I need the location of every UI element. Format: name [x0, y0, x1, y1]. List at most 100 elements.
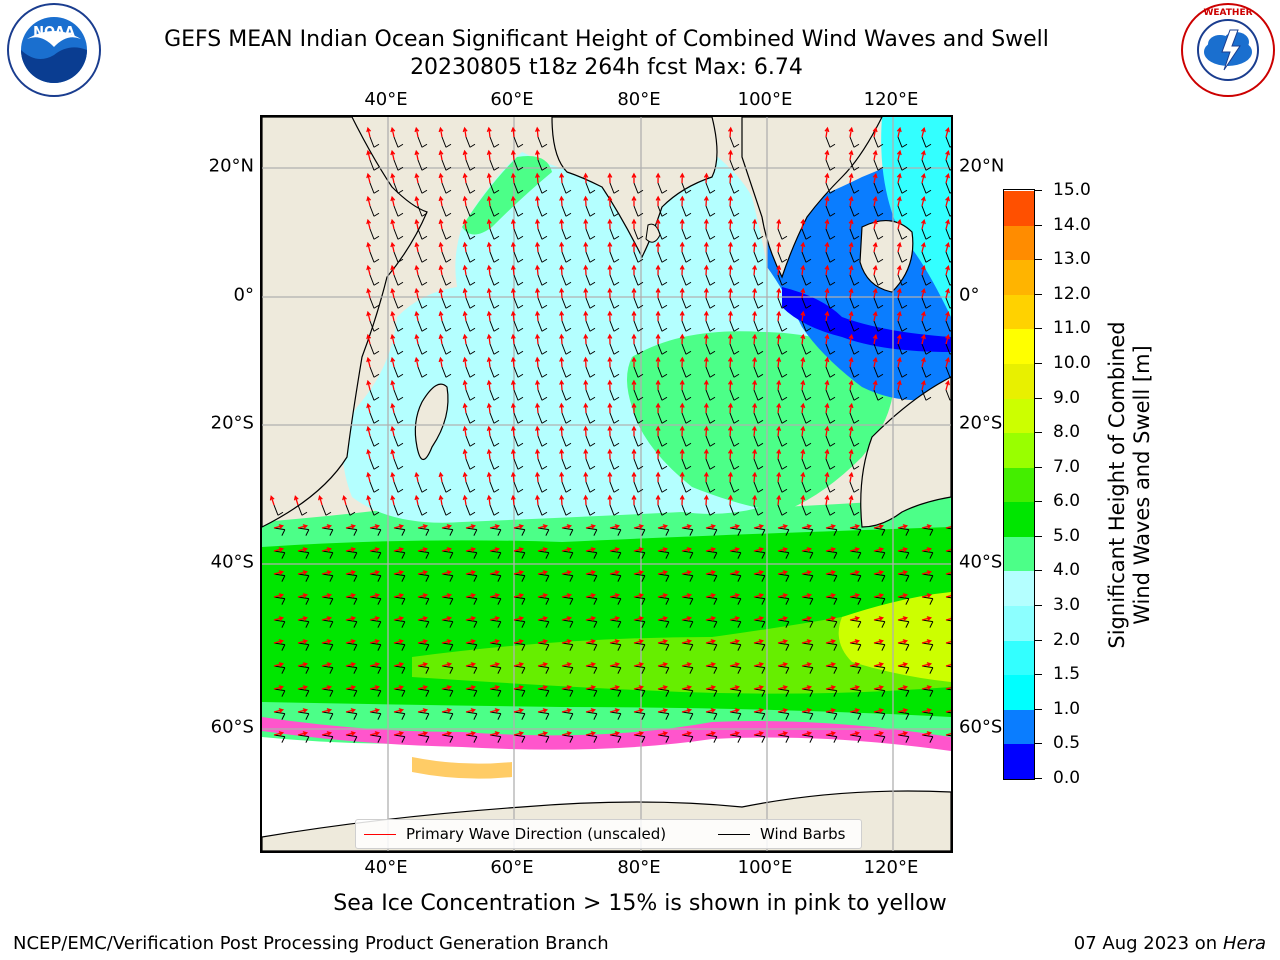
- wave-direction-arrow: [873, 524, 885, 529]
- wind-barb: [945, 297, 951, 309]
- wave-direction-arrow: [559, 264, 565, 276]
- wind-barb: [945, 251, 951, 263]
- wave-direction-arrow: [535, 471, 540, 483]
- wave-direction-arrow: [513, 547, 525, 552]
- colorbar-segment: [1004, 190, 1034, 226]
- wave-direction-arrow: [679, 310, 685, 322]
- wind-barb: [393, 619, 406, 628]
- wave-direction-arrow: [824, 195, 830, 207]
- colorbar-tick-label: 3.0: [1053, 595, 1081, 616]
- wind-barb: [465, 481, 476, 493]
- wind-barb: [633, 596, 646, 605]
- wave-direction-arrow: [441, 685, 453, 690]
- wave-height-map[interactable]: Primary Wave Direction (unscaled) Wind B…: [260, 115, 953, 853]
- nws-logo-graphic: WEATHER: [1181, 3, 1275, 97]
- wave-direction-arrow: [633, 570, 645, 575]
- wave-direction-arrow: [609, 616, 621, 621]
- wave-direction-arrow: [417, 593, 429, 598]
- wave-direction-arrow: [559, 379, 565, 391]
- wind-barb: [513, 665, 526, 674]
- wave-direction-arrow: [273, 616, 285, 621]
- wind-barb: [321, 688, 334, 697]
- wave-direction-arrow: [945, 685, 951, 690]
- wind-barb: [921, 343, 932, 355]
- lon-label-top: 120°E: [863, 89, 919, 110]
- wind-barb: [393, 481, 404, 493]
- wave-direction-arrow: [655, 379, 661, 391]
- wind-barb: [921, 665, 934, 674]
- wind-barb: [465, 458, 476, 470]
- wind-barb: [441, 159, 452, 171]
- wind-barb: [513, 550, 526, 559]
- wave-direction-arrow: [703, 195, 709, 207]
- wave-direction-arrow: [561, 593, 573, 598]
- wave-direction-arrow: [705, 662, 717, 667]
- wave-direction-arrow: [945, 242, 950, 253]
- wind-barb: [369, 504, 380, 516]
- wind-barb: [897, 619, 910, 628]
- wind-barb: [609, 665, 622, 674]
- wave-direction-arrow: [800, 356, 806, 368]
- wind-barb: [849, 642, 862, 651]
- wave-direction-arrow: [920, 126, 926, 138]
- wave-direction-arrow: [489, 662, 501, 667]
- wave-direction-arrow: [824, 241, 830, 253]
- wave-direction-arrow: [727, 333, 733, 345]
- wind-barb: [633, 320, 644, 332]
- wave-direction-arrow: [776, 402, 782, 414]
- wave-direction-arrow: [896, 287, 902, 299]
- wind-barb: [801, 665, 814, 674]
- wind-barb: [417, 665, 430, 674]
- wind-barb: [345, 504, 356, 516]
- wave-direction-arrow: [441, 708, 453, 713]
- wind-barb: [537, 550, 550, 559]
- wind-barb: [465, 734, 478, 743]
- wind-barb: [633, 297, 644, 309]
- wind-barb: [417, 504, 428, 516]
- wind-barb: [945, 136, 951, 148]
- wind-barb: [897, 343, 908, 355]
- wind-barb: [945, 665, 951, 668]
- wave-direction-arrow: [800, 471, 806, 483]
- wave-direction-arrow: [273, 685, 285, 690]
- wind-barb: [465, 642, 478, 651]
- wind-barb: [873, 642, 886, 651]
- wind-barb: [873, 136, 884, 148]
- wave-direction-arrow: [345, 708, 357, 713]
- wave-direction-arrow: [848, 195, 854, 207]
- wave-direction-arrow: [321, 708, 333, 713]
- wind-barb: [705, 251, 716, 263]
- wave-direction-arrow: [366, 172, 372, 184]
- wind-barb: [465, 711, 478, 720]
- wind-barb: [321, 734, 334, 743]
- wave-direction-arrow: [848, 402, 854, 414]
- wind-barb: [945, 573, 951, 576]
- wind-barb: [849, 182, 860, 194]
- wave-direction-arrow: [705, 547, 717, 552]
- wave-direction-arrow: [921, 662, 933, 667]
- wave-direction-arrow: [414, 333, 420, 345]
- wave-direction-arrow: [321, 731, 333, 736]
- wind-barb: [465, 688, 478, 697]
- wind-barb: [705, 228, 716, 240]
- wind-barb: [777, 389, 788, 401]
- wave-direction-arrow: [848, 425, 854, 437]
- wind-barb: [777, 481, 788, 493]
- colorbar-tick-label: 0.5: [1053, 733, 1081, 754]
- wave-direction-arrow: [297, 570, 309, 575]
- wind-barb: [729, 228, 740, 240]
- wind-barb: [441, 688, 454, 697]
- map-title: GEFS MEAN Indian Ocean Significant Heigh…: [164, 27, 1049, 52]
- wind-barb: [489, 596, 502, 605]
- wind-barb: [921, 205, 932, 217]
- wind-barb: [441, 320, 452, 332]
- wind-barb: [489, 389, 500, 401]
- wave-direction-arrow: [727, 218, 733, 230]
- wave-direction-arrow: [510, 310, 516, 322]
- wave-direction-arrow: [776, 379, 782, 391]
- wave-direction-arrow: [486, 402, 492, 414]
- wind-barb: [537, 642, 550, 651]
- wave-direction-arrow: [583, 195, 589, 207]
- wave-direction-arrow: [800, 333, 806, 345]
- wave-direction-arrow: [657, 708, 669, 713]
